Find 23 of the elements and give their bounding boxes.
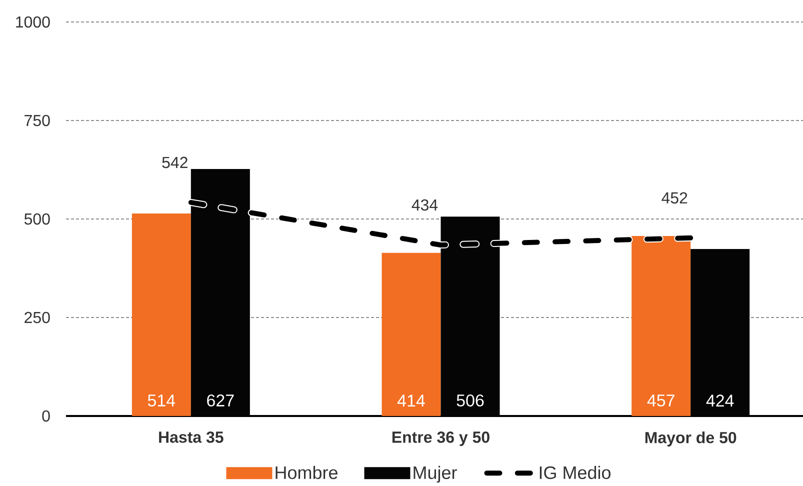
- data-label: 506: [456, 394, 484, 406]
- x-tick-label: Entre 36 y 50: [392, 432, 490, 446]
- bar: [632, 236, 691, 416]
- x-tick-label: Hasta 35: [159, 432, 224, 443]
- bar: [382, 252, 441, 416]
- bar: [132, 213, 191, 416]
- y-tick-label: 750: [24, 114, 50, 126]
- data-label: 542: [162, 156, 188, 168]
- data-label: 452: [662, 192, 688, 204]
- y-tick-label: 0: [42, 410, 50, 422]
- data-label: 424: [706, 394, 734, 406]
- legend-label: Mujer: [414, 466, 457, 483]
- data-label: 627: [207, 394, 234, 406]
- y-tick-label: 500: [24, 213, 50, 225]
- legend-label: Hombre: [276, 466, 338, 480]
- data-label: 434: [412, 199, 438, 211]
- data-label: 514: [148, 394, 176, 406]
- x-tick-label: Mayor de 50: [645, 432, 736, 446]
- data-label: 414: [397, 394, 425, 406]
- legend-label: IG Medio: [540, 466, 610, 480]
- y-tick-label: 250: [24, 312, 50, 324]
- y-tick-label: 1000: [16, 16, 50, 28]
- data-label: 457: [647, 394, 674, 406]
